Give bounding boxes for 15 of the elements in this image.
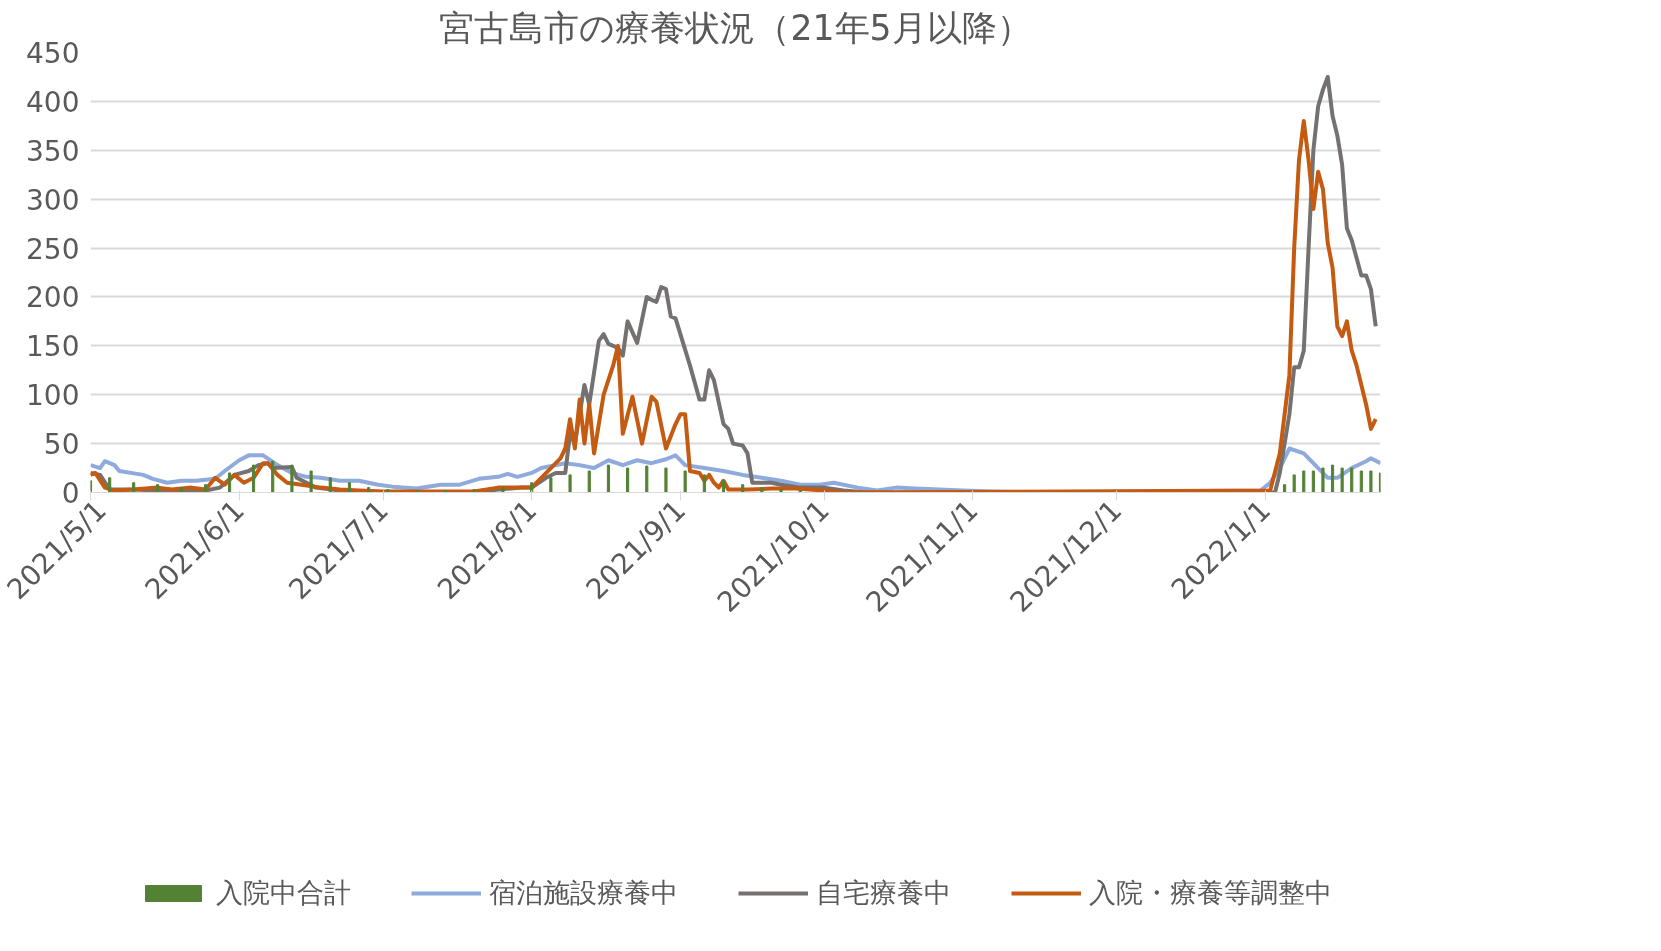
legend-label: 入院・療養等調整中	[1089, 876, 1332, 910]
y-tick-label: 400	[26, 85, 80, 119]
legend-label: 自宅療養中	[816, 876, 951, 910]
y-tick-label: 450	[26, 37, 80, 70]
y-tick-label: 50	[43, 428, 80, 462]
y-tick-label: 0	[61, 477, 80, 510]
y-tick-label: 200	[26, 281, 80, 315]
y-tick-label: 250	[26, 232, 80, 266]
y-tick-label: 350	[26, 134, 80, 168]
y-tick-label: 150	[26, 330, 80, 364]
y-tick-label: 100	[26, 379, 80, 413]
chart-title: 宮古島市の療養状況（21年5月以降）	[439, 7, 1032, 48]
legend-label: 入院中合計	[216, 876, 351, 910]
legend-label: 宿泊施設療養中	[489, 876, 678, 910]
y-tick-label: 300	[26, 183, 80, 217]
